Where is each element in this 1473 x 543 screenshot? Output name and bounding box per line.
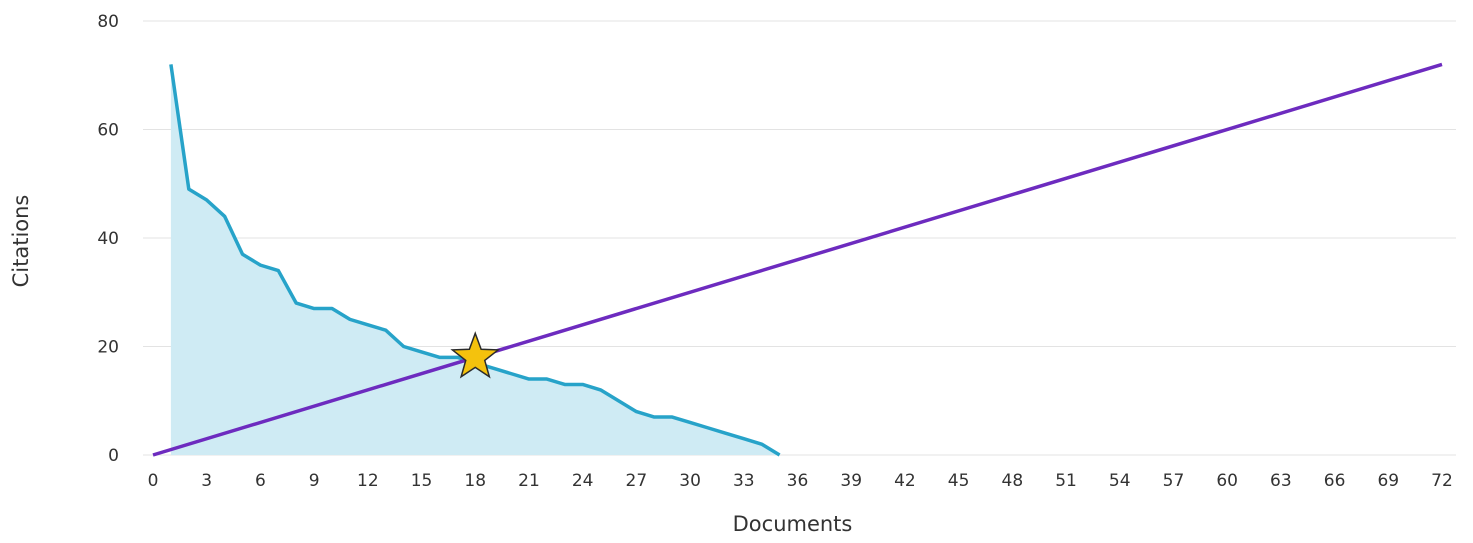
x-tick-label: 39 [840,471,862,491]
x-tick-label: 33 [733,471,755,491]
y-tick-label: 0 [108,446,119,466]
x-tick-label: 30 [679,471,701,491]
x-tick-label: 27 [626,471,648,491]
x-tick-label: 57 [1163,471,1185,491]
reference-diagonal-line [152,62,1443,457]
y-tick-label: 40 [97,229,119,249]
x-tick-label: 54 [1109,471,1131,491]
citations-area-layer [169,64,781,457]
x-tick-label: 9 [309,471,320,491]
x-tick-label: 66 [1324,471,1346,491]
x-tick-label: 36 [787,471,809,491]
y-tick-label: 20 [97,338,119,358]
intersection-marker-layer [450,331,501,379]
x-tick-label: 45 [948,471,970,491]
star-icon [450,331,501,379]
y-axis-title: Citations [9,195,33,288]
x-tick-label: 63 [1270,471,1292,491]
x-tick-label: 48 [1002,471,1024,491]
x-tick-label: 42 [894,471,916,491]
x-tick-label: 3 [201,471,212,491]
x-tick-label: 15 [411,471,433,491]
x-axis-title: Documents [733,512,853,536]
x-axis-ticks: 0 3 6 9 12 15 18 21 24 27 30 33 36 39 42 45 48 51 54 57 60 63… [148,471,1453,491]
x-tick-label: 0 [148,471,159,491]
x-tick-label: 72 [1431,471,1453,491]
x-tick-label: 24 [572,471,594,491]
x-tick-label: 6 [255,471,266,491]
y-axis-ticks: 0 20 40 60 80 [97,12,119,466]
x-tick-label: 60 [1216,471,1238,491]
x-tick-label: 51 [1055,471,1077,491]
y-tick-label: 80 [97,12,119,32]
x-tick-label: 21 [518,471,540,491]
reference-line-layer [152,62,1443,457]
x-tick-label: 18 [464,471,486,491]
citations-area-fill [170,64,780,456]
x-tick-label: 69 [1377,471,1399,491]
y-tick-label: 60 [97,121,119,141]
x-tick-label: 12 [357,471,379,491]
